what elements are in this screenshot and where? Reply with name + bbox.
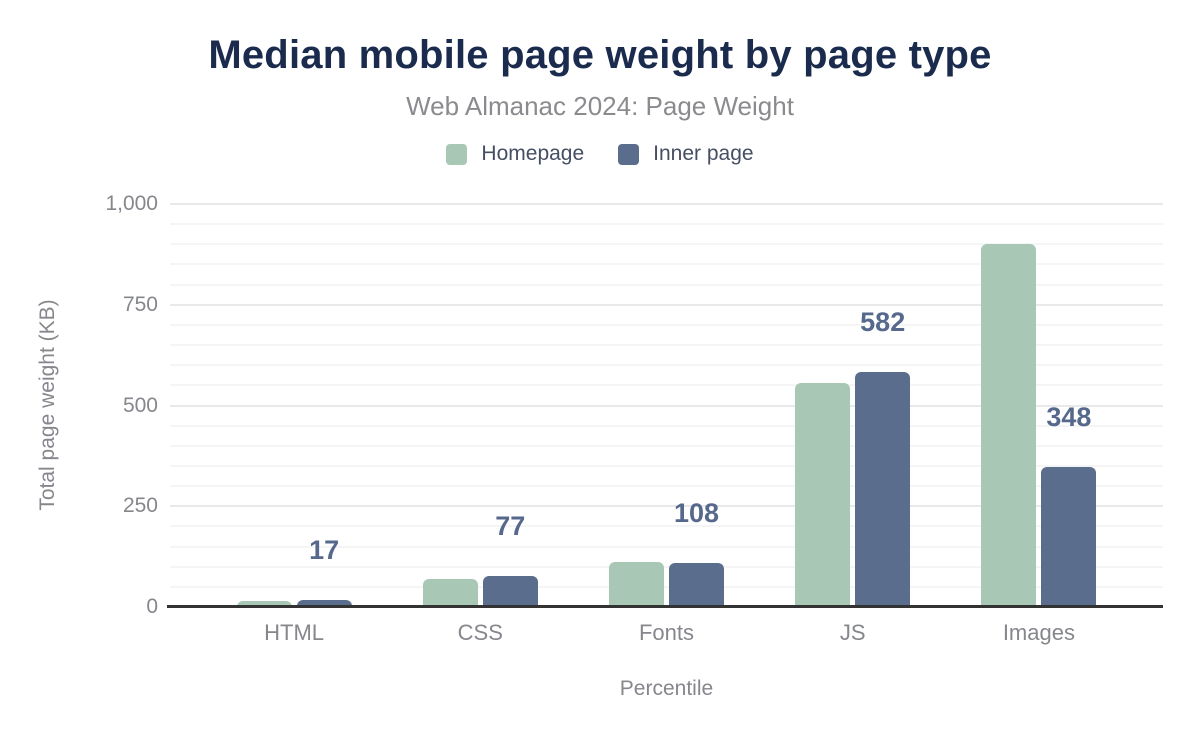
data-label-fonts: 108 xyxy=(673,498,720,529)
legend-swatch-icon xyxy=(446,143,468,165)
legend-swatch-icon xyxy=(618,143,640,165)
legend-label: Homepage xyxy=(481,142,585,165)
y-tick-label-750: 750 xyxy=(122,292,158,316)
gridline-850 xyxy=(170,263,1163,266)
legend-item-homepage: Homepage xyxy=(446,142,584,166)
gridline-1000 xyxy=(170,203,1163,205)
gridline-250 xyxy=(170,505,1163,508)
gridline-400 xyxy=(170,444,1163,447)
gridline-300 xyxy=(170,485,1163,488)
y-tick-label-500: 500 xyxy=(122,393,158,417)
data-label-js: 582 xyxy=(860,307,906,338)
data-label-css: 77 xyxy=(495,510,526,541)
legend-label: Inner page xyxy=(653,142,754,165)
y-tick-label-1-000: 1,000 xyxy=(105,192,158,215)
x-axis-title: Percentile xyxy=(619,677,714,700)
gridline-650 xyxy=(170,344,1163,347)
chart-title: Median mobile page weight by page type xyxy=(208,33,992,77)
y-axis-title: Total page weight (KB) xyxy=(36,299,59,511)
bar-homepage-css[interactable] xyxy=(422,578,478,607)
x-tick-label-fonts: Fonts xyxy=(638,620,695,645)
x-axis-line xyxy=(167,605,1163,608)
bar-inner-page-css[interactable] xyxy=(482,575,538,607)
gridline-600 xyxy=(170,364,1163,367)
bar-homepage-js[interactable] xyxy=(795,383,851,607)
legend-item-inner-page: Inner page xyxy=(618,142,754,166)
gridline-50 xyxy=(170,585,1163,588)
gridline-100 xyxy=(170,565,1163,568)
legend: Homepage Inner page xyxy=(0,142,1200,166)
plot-area: Percentile 0 250 500 750 1,000 17 HTML 77 CSS 108… xyxy=(105,192,1163,700)
bar-inner-page-fonts[interactable] xyxy=(669,563,724,607)
bar-homepage-images[interactable] xyxy=(981,244,1037,607)
data-label-images: 348 xyxy=(1046,401,1092,432)
y-tick-label-250: 250 xyxy=(122,494,158,518)
gridline-350 xyxy=(170,464,1163,467)
bar-inner-page-html[interactable] xyxy=(296,600,352,607)
gridline-900 xyxy=(170,243,1163,246)
data-label-html: 17 xyxy=(309,535,340,566)
bar-inner-page-images[interactable] xyxy=(1041,466,1097,607)
bar-homepage-html[interactable] xyxy=(236,600,292,607)
gridline-750 xyxy=(170,303,1163,306)
gridline-200 xyxy=(170,525,1163,528)
bar-homepage-fonts[interactable] xyxy=(609,561,664,607)
bar-inner-page-js[interactable] xyxy=(855,372,911,607)
gridline-550 xyxy=(170,384,1163,387)
x-tick-label-js: JS xyxy=(839,620,866,645)
x-tick-label-images: Images xyxy=(1002,620,1075,645)
gridline-500 xyxy=(170,404,1163,407)
gridline-950 xyxy=(170,223,1163,226)
x-tick-label-html: HTML xyxy=(264,620,325,645)
x-tick-label-css: CSS xyxy=(457,620,503,645)
gridline-700 xyxy=(170,323,1163,326)
y-tick-label-0: 0 xyxy=(146,595,158,618)
chart-subtitle: Web Almanac 2024: Page Weight xyxy=(406,91,794,121)
gridline-450 xyxy=(170,424,1163,427)
gridline-800 xyxy=(170,283,1163,286)
gridline-150 xyxy=(170,545,1163,548)
